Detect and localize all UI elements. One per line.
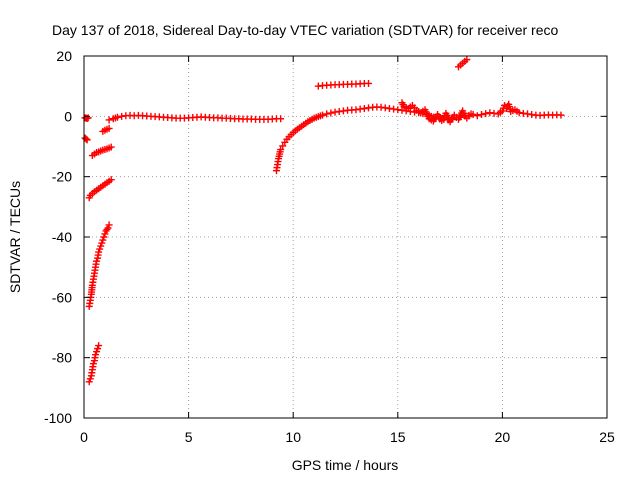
chart-title: Day 137 of 2018, Sidereal Day-to-day VTE… bbox=[52, 22, 558, 38]
y-tick-label: -20 bbox=[52, 169, 72, 185]
data-point bbox=[477, 111, 485, 119]
data-point bbox=[557, 111, 565, 119]
y-tick-label: -60 bbox=[52, 289, 72, 305]
y-tick-label: 0 bbox=[64, 108, 72, 124]
x-tick-label: 5 bbox=[185, 429, 193, 445]
data-point bbox=[105, 116, 113, 124]
data-point bbox=[482, 110, 490, 118]
data-point bbox=[473, 112, 481, 120]
data-point bbox=[113, 113, 121, 121]
x-axis-label: GPS time / hours bbox=[292, 457, 399, 473]
data-point bbox=[84, 114, 92, 122]
data-points bbox=[81, 56, 565, 386]
data-point bbox=[463, 56, 471, 64]
data-point bbox=[107, 176, 115, 184]
x-tick-label: 20 bbox=[495, 429, 511, 445]
data-point bbox=[95, 342, 103, 350]
axis-ticks bbox=[83, 55, 608, 419]
y-tick-label: -80 bbox=[52, 350, 72, 366]
y-tick-label: -40 bbox=[52, 229, 72, 245]
data-point bbox=[105, 124, 113, 132]
data-point bbox=[318, 111, 326, 119]
data-point bbox=[277, 146, 285, 154]
data-point bbox=[103, 225, 111, 233]
y-axis-label: SDTVAR / TECUs bbox=[7, 181, 23, 293]
data-point bbox=[467, 110, 475, 118]
data-point bbox=[327, 109, 335, 117]
y-tick-label: 20 bbox=[56, 48, 72, 64]
data-point bbox=[279, 142, 287, 150]
x-tick-labels: 0 5 10 15 20 25 bbox=[80, 429, 615, 445]
data-point bbox=[107, 143, 115, 151]
x-tick-label: 10 bbox=[285, 429, 301, 445]
data-point bbox=[365, 79, 373, 87]
x-tick-label: 15 bbox=[390, 429, 406, 445]
data-point bbox=[83, 136, 91, 144]
data-point bbox=[277, 115, 285, 123]
x-tick-label: 0 bbox=[80, 429, 88, 445]
y-tick-label: -100 bbox=[44, 410, 72, 426]
x-tick-label: 25 bbox=[599, 429, 615, 445]
data-point bbox=[105, 221, 113, 229]
y-tick-labels: -100 -80 -60 -40 -20 0 20 bbox=[44, 48, 72, 426]
data-point bbox=[323, 110, 331, 118]
